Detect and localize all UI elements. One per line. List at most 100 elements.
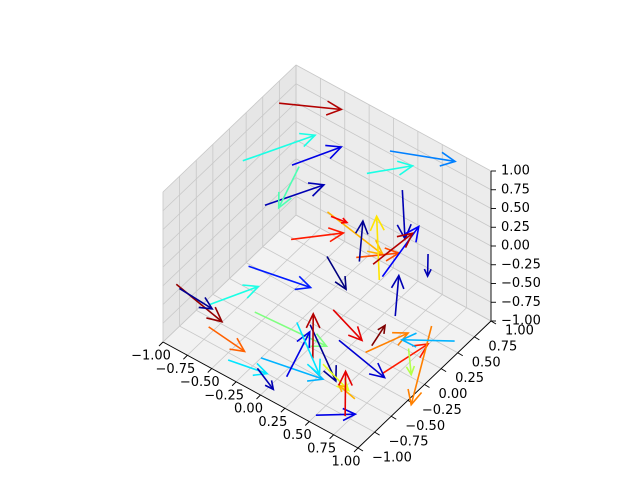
quiver-arrow	[256, 367, 275, 391]
grid-line	[295, 214, 492, 322]
arrow-head	[310, 333, 329, 348]
arrow-shaft	[366, 164, 413, 175]
grid-line	[162, 120, 297, 249]
arrow-head	[337, 369, 353, 386]
quiver-arrow	[254, 311, 329, 348]
arrow-field	[175, 100, 457, 422]
z-axis-ticks: −1.00 −0.75 −0.50 −0.25 0.00 0.25 0.50 0.75 1.00	[491, 164, 541, 329]
y-tick-label: 0.00	[439, 387, 468, 402]
arrow-head	[294, 275, 313, 291]
arrow-head	[325, 144, 343, 160]
y-tick-label: −0.50	[405, 419, 445, 434]
arrow-head	[423, 268, 432, 278]
arrow-shaft	[315, 413, 356, 416]
grid-line	[295, 120, 492, 228]
quiver-arrow	[242, 132, 317, 162]
quiver-arrow	[248, 265, 313, 291]
quiver-arrow	[279, 100, 344, 116]
y-tick-mark	[357, 447, 364, 452]
arrow-head	[299, 132, 317, 148]
quiver-arrow	[369, 214, 385, 281]
arrow-shaft	[371, 325, 386, 347]
arrow-shaft	[375, 216, 381, 281]
arrow-shaft	[326, 256, 347, 290]
x-tick-label: 0.00	[234, 402, 263, 417]
quiver-arrow	[330, 215, 349, 224]
arrow-head	[400, 332, 417, 348]
arrow-shaft	[338, 384, 356, 400]
quiver-arrow	[390, 273, 405, 317]
y-tick-label: 0.50	[472, 355, 501, 370]
x-tick-label: −1.00	[131, 349, 171, 364]
z-tick-label: −0.75	[501, 295, 541, 310]
arrow-head	[405, 365, 416, 377]
x-tick-mark	[329, 434, 334, 440]
quiver-arrow	[407, 325, 433, 407]
arrow-shaft	[285, 331, 311, 378]
y-tick-mark	[440, 368, 447, 373]
arrow-shaft	[178, 287, 213, 310]
arrow-head	[407, 388, 423, 407]
arrow-shaft	[208, 326, 246, 353]
arrow-shaft	[410, 325, 433, 405]
arrow-head	[264, 380, 275, 391]
x-tick-mark	[256, 394, 261, 400]
arrow-shaft	[291, 232, 344, 241]
arrow-shaft	[296, 322, 321, 375]
arrow-head	[354, 219, 369, 235]
quiver-arrow	[423, 253, 432, 278]
arrow-head	[306, 358, 321, 377]
arrow-shaft	[358, 220, 364, 262]
quiver-arrow	[381, 343, 430, 375]
quiver-arrow	[365, 331, 410, 354]
arrow-head	[277, 191, 292, 210]
arrow-head	[347, 326, 364, 342]
quiver-arrow	[326, 256, 347, 291]
y-tick-mark	[474, 336, 480, 341]
quiver-arrow	[296, 322, 321, 377]
grid-line	[162, 83, 297, 212]
quiver-arrow	[285, 330, 311, 378]
arrow-head	[404, 225, 420, 243]
arrow-shaft	[394, 275, 400, 317]
x-tick-label: 0.50	[283, 428, 312, 443]
quiver-arrow	[309, 324, 338, 383]
arrow-head	[252, 362, 269, 377]
y-tick-label: −1.00	[372, 451, 412, 466]
x-tick-label: 0.25	[258, 415, 287, 430]
quiver-arrow	[371, 323, 387, 347]
quiver-arrow	[400, 332, 455, 348]
quiver-arrow	[337, 369, 353, 417]
quiver-arrow	[389, 150, 457, 167]
arrow-shaft	[277, 166, 300, 209]
x-tick-mark	[158, 341, 164, 347]
quiver-arrow	[264, 182, 326, 206]
quiver-arrow	[291, 227, 346, 243]
arrow-head	[439, 151, 457, 167]
arrow-shaft	[309, 324, 337, 382]
quiver-arrow	[366, 160, 415, 176]
arrow-head	[305, 312, 321, 329]
grid-line	[162, 139, 297, 268]
x-tick-label: −0.75	[155, 362, 195, 377]
arrow-shaft	[256, 367, 274, 390]
grid-line	[295, 139, 492, 247]
y-tick-mark	[490, 320, 497, 325]
quiver-arrow	[381, 225, 420, 278]
arrow-shaft	[330, 215, 348, 224]
x-tick-mark	[231, 381, 237, 387]
arrow-shaft	[372, 232, 414, 265]
grid-line	[308, 294, 443, 422]
arrow-shaft	[242, 134, 316, 162]
quiver-arrow	[208, 326, 247, 353]
arrow-head	[323, 365, 338, 383]
grid-line	[279, 230, 475, 338]
arrow-head	[296, 330, 311, 348]
arrow-shaft	[407, 348, 412, 375]
quiver-arrow	[354, 219, 369, 262]
arrow-head	[390, 273, 405, 290]
grid-line	[295, 102, 492, 209]
x-axis-ticks: −1.00−0.75−0.50−0.250.000.250.500.751.00	[131, 341, 360, 470]
